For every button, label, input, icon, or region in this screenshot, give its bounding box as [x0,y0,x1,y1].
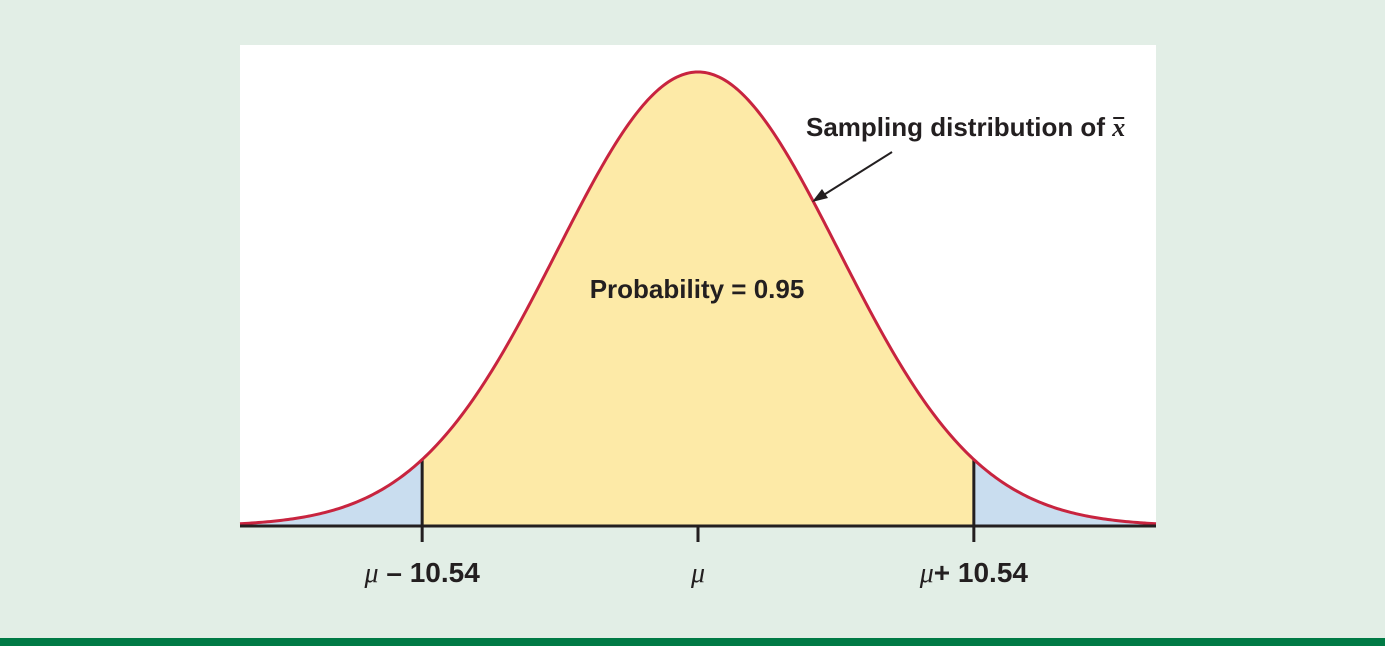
x-bar-symbol: x [1111,113,1125,142]
probability-label: Probability = 0.95 [590,274,805,304]
left-tail-area [240,459,423,526]
bottom-bar [0,638,1385,646]
tick-label-upper: μ+ 10.54 [919,557,1029,589]
tick-label-lower: μ – 10.54 [364,557,481,589]
annotation-arrowhead [812,189,828,202]
annotation-arrow-line [821,151,893,197]
density-curve [239,70,1157,526]
center-area [422,72,974,526]
curve-label: Sampling distribution of x [806,112,1125,142]
tick-label-mean: μ [690,558,705,589]
right-tail-area [973,459,1156,526]
